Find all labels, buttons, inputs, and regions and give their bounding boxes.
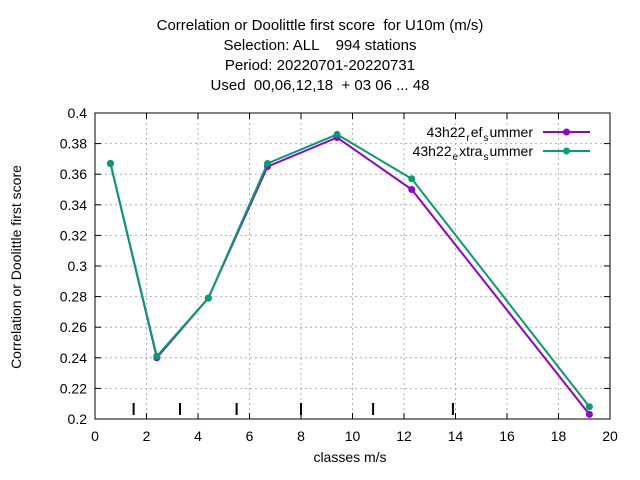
x-tick-label-6: 12 [396,428,412,444]
y-tick-label-7: 0.34 [60,197,87,213]
data-point-s1-1 [153,352,161,360]
series-line-1 [109,133,591,408]
x-tick-label-1: 2 [143,428,151,444]
y-tick-label-5: 0.3 [68,258,88,274]
x-tick-label-3: 6 [246,428,254,444]
y-tick-label-9: 0.38 [60,136,87,152]
legend-label-0: 43h22refsummer [426,124,533,144]
x-tick-label-4: 8 [297,428,305,444]
data-point-s1-4 [333,130,341,138]
data-point-s0-6 [585,410,593,418]
data-point-s0-5 [408,186,416,193]
legend-marker-0 [563,128,570,136]
x-tick-label-2: 4 [194,428,202,444]
x-tick-label-0: 0 [91,428,99,444]
data-point-s1-0 [106,159,114,167]
series-line-0 [109,136,591,416]
chart-title-line-4: Used 00,06,12,18 + 03 06 ... 48 [210,77,430,94]
data-point-s1-2 [204,294,212,302]
x-tick-label-7: 14 [448,428,464,444]
data-point-s1-3 [264,159,272,167]
y-tick-label-4: 0.28 [60,289,87,305]
data-point-s1-5 [408,175,416,183]
chart-title-line-1: Correlation or Doolittle first score for… [156,17,484,34]
y-tick-label-3: 0.26 [60,319,87,335]
x-axis-label: classes m/s [313,449,387,465]
chart-title-line-2: Selection: ALL 994 stations [223,37,417,54]
x-tick-label-5: 10 [345,428,361,444]
legend-label-1: 43h22extrasummer [413,143,534,163]
x-tick-label-10: 20 [602,428,618,444]
y-tick-label-6: 0.32 [60,227,87,243]
y-tick-label-2: 0.24 [60,350,87,366]
y-tick-label-10: 0.4 [68,105,88,121]
y-tick-label-0: 0.2 [68,411,88,427]
legend-marker-1 [563,147,570,155]
y-tick-label-1: 0.22 [60,380,87,396]
x-tick-label-9: 18 [551,428,567,444]
data-point-s1-6 [585,403,593,411]
chart-title-line-3: Period: 20220701-20220731 [224,57,416,74]
y-axis-label: Correlation or Doolittle first score [8,165,24,369]
x-tick-label-8: 16 [499,428,515,444]
y-tick-label-8: 0.36 [60,166,87,182]
